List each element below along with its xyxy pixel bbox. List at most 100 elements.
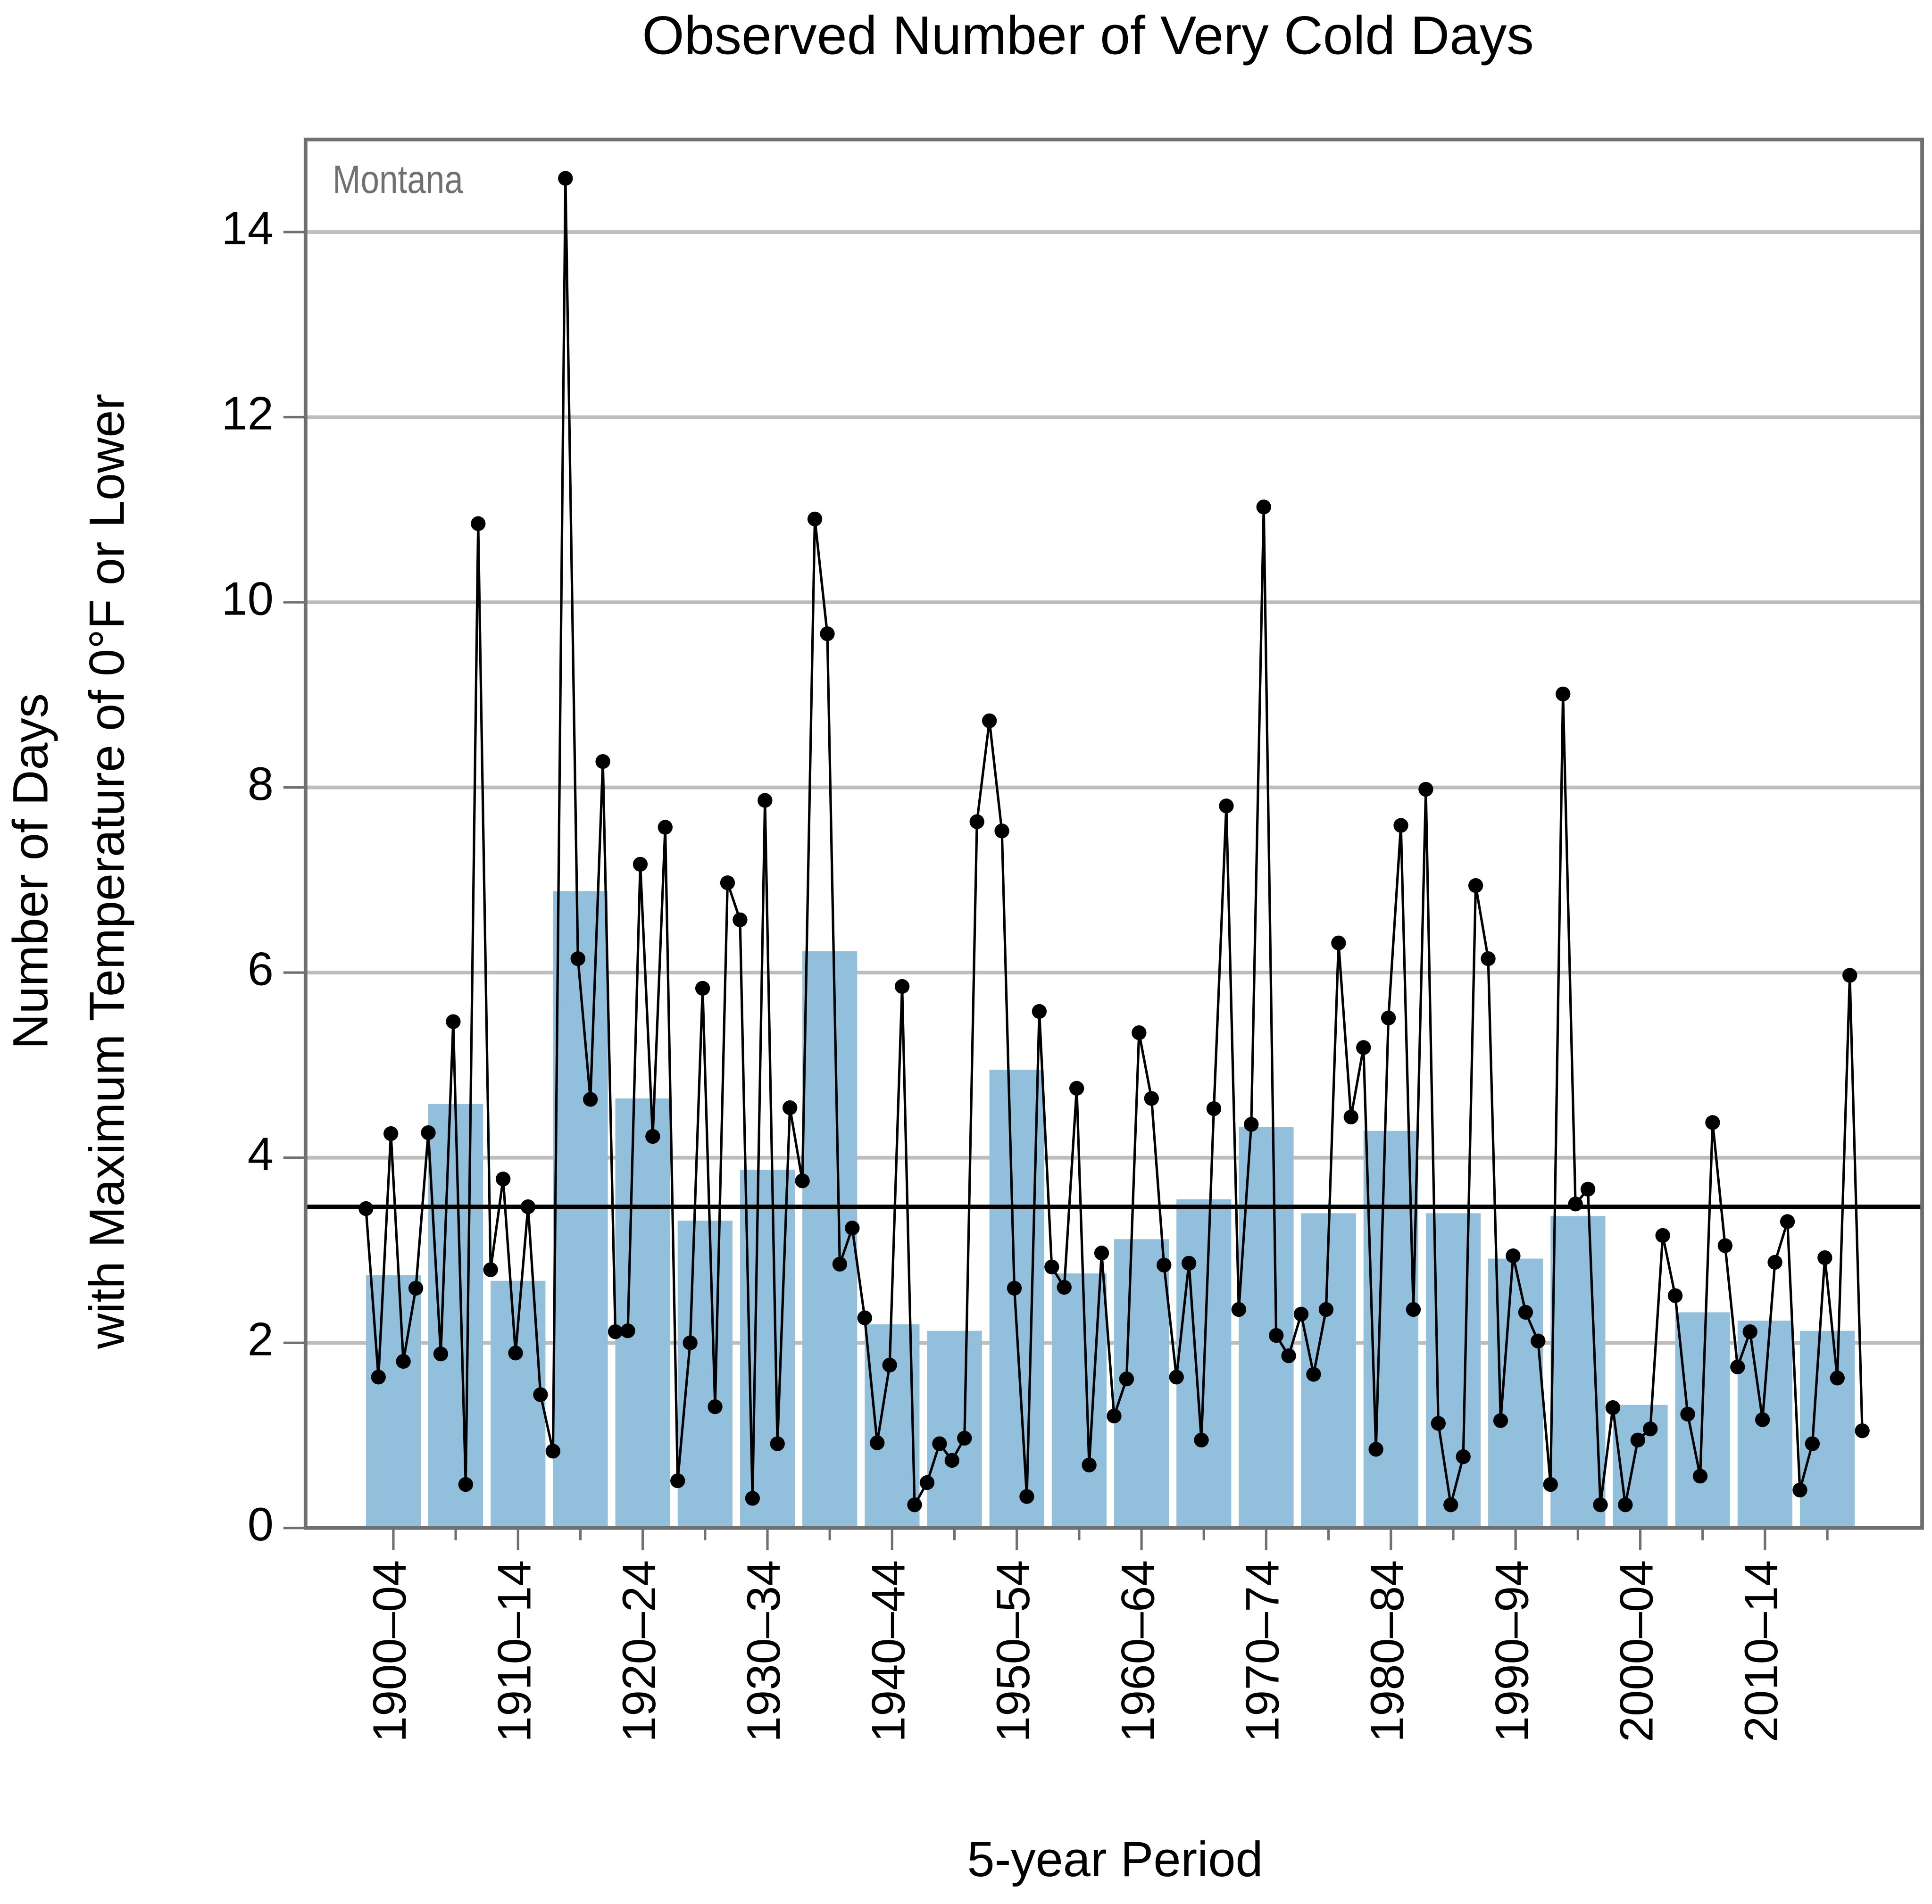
point: [358, 1201, 374, 1216]
point: [1281, 1348, 1296, 1364]
point: [1231, 1302, 1247, 1317]
point: [1181, 1255, 1197, 1271]
x-tick-label: 1900–04: [364, 1560, 416, 1742]
point: [1368, 1442, 1383, 1457]
point: [658, 820, 673, 835]
point: [633, 856, 648, 872]
point: [670, 1473, 685, 1488]
point: [1144, 1091, 1159, 1106]
point: [1206, 1101, 1222, 1116]
point: [1069, 1081, 1084, 1096]
point: [745, 1491, 760, 1506]
point: [433, 1347, 449, 1362]
point: [782, 1100, 798, 1115]
point: [1393, 818, 1408, 833]
point: [458, 1477, 473, 1492]
point: [1343, 1109, 1358, 1124]
point: [894, 979, 910, 994]
point: [1830, 1371, 1845, 1386]
point: [1293, 1306, 1309, 1322]
point: [807, 511, 823, 527]
x-tick-label: 1910–14: [489, 1560, 541, 1742]
point: [1792, 1482, 1807, 1497]
point: [1032, 1004, 1047, 1019]
point: [383, 1126, 399, 1141]
point: [770, 1436, 785, 1451]
point: [720, 875, 735, 890]
point: [1219, 798, 1234, 814]
point: [620, 1323, 635, 1339]
point: [1655, 1228, 1670, 1243]
point: [1518, 1305, 1533, 1320]
x-axis-label: 5-year Period: [967, 1832, 1263, 1887]
point: [558, 171, 573, 186]
point: [1443, 1497, 1458, 1513]
point: [371, 1370, 386, 1385]
point: [1132, 1025, 1147, 1040]
point: [820, 626, 835, 641]
point: [1618, 1497, 1633, 1513]
point: [1082, 1457, 1097, 1472]
point: [1755, 1412, 1770, 1427]
point: [695, 981, 710, 996]
point: [471, 516, 486, 531]
point: [1506, 1248, 1521, 1264]
point: [1556, 686, 1571, 702]
point: [994, 823, 1009, 839]
point: [919, 1475, 935, 1490]
point: [957, 1430, 972, 1446]
point: [944, 1453, 959, 1468]
point: [1456, 1449, 1471, 1464]
bar: [615, 1098, 670, 1528]
point: [1605, 1400, 1621, 1415]
y-axis-label: Number of Days: [3, 693, 58, 1049]
y-tick-label: 6: [248, 943, 274, 995]
point: [533, 1387, 548, 1402]
bar: [1799, 1330, 1855, 1528]
point: [1817, 1250, 1832, 1265]
y-tick-label: 12: [222, 388, 274, 440]
point: [1531, 1333, 1546, 1348]
point: [1705, 1115, 1720, 1130]
point: [1780, 1214, 1795, 1229]
point: [396, 1354, 411, 1369]
point: [595, 754, 610, 769]
y-tick-label: 8: [248, 758, 274, 810]
point: [508, 1346, 523, 1361]
point: [1767, 1255, 1782, 1270]
point: [1431, 1416, 1446, 1431]
point: [1157, 1257, 1172, 1273]
point: [520, 1199, 536, 1214]
y-tick-label: 10: [222, 573, 274, 625]
point: [1418, 782, 1433, 797]
point: [608, 1324, 623, 1339]
x-tick-label: 2000–04: [1611, 1560, 1663, 1742]
point: [1643, 1422, 1658, 1437]
point: [408, 1280, 424, 1296]
point: [545, 1444, 561, 1459]
point: [1692, 1469, 1708, 1484]
point: [570, 951, 585, 966]
point: [795, 1173, 810, 1189]
point: [1094, 1246, 1109, 1261]
point: [1667, 1288, 1683, 1303]
point: [1468, 878, 1483, 893]
y-tick-label: 14: [222, 202, 274, 255]
point: [733, 912, 748, 927]
bar: [1550, 1216, 1606, 1528]
point: [583, 1092, 598, 1107]
x-tick-label: 1920–24: [613, 1560, 666, 1742]
point: [1730, 1359, 1745, 1374]
point: [1019, 1489, 1034, 1504]
point: [1630, 1432, 1645, 1447]
point: [645, 1129, 660, 1144]
chart-title: Observed Number of Very Cold Days: [642, 5, 1534, 66]
point: [1306, 1367, 1321, 1382]
point: [1593, 1497, 1608, 1513]
x-tick-label: 1930–34: [738, 1560, 790, 1742]
y-axis-label: with Maximum Temperature of 0°F or Lower: [80, 394, 135, 1349]
bar: [927, 1330, 982, 1528]
point: [1044, 1259, 1059, 1274]
